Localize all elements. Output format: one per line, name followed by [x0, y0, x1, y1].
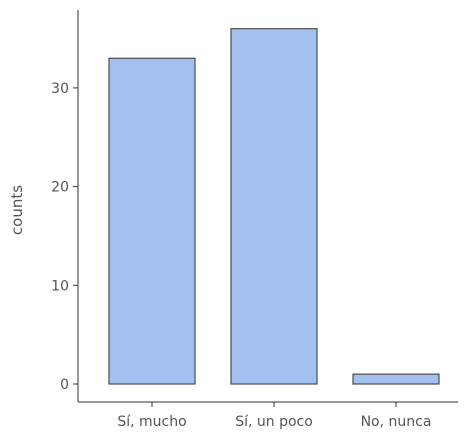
- y-tick-label: 10: [51, 278, 69, 294]
- y-tick-label: 0: [60, 377, 69, 393]
- x-tick-label: Sí, mucho: [117, 414, 186, 430]
- bars-group: [108, 28, 440, 385]
- y-tick-label: 20: [51, 180, 69, 196]
- bar-2: [230, 28, 318, 385]
- y-ticks-group: 0 10 20 30: [51, 81, 78, 393]
- x-tick-label: No, nunca: [361, 414, 432, 430]
- bar-3: [352, 373, 440, 385]
- x-tick-label: Sí, un poco: [235, 414, 313, 430]
- y-axis-label: counts: [8, 185, 26, 235]
- y-tick-label: 30: [51, 81, 69, 97]
- x-ticks-group: Sí, mucho Sí, un poco No, nunca: [117, 402, 431, 430]
- bar-1: [108, 57, 196, 385]
